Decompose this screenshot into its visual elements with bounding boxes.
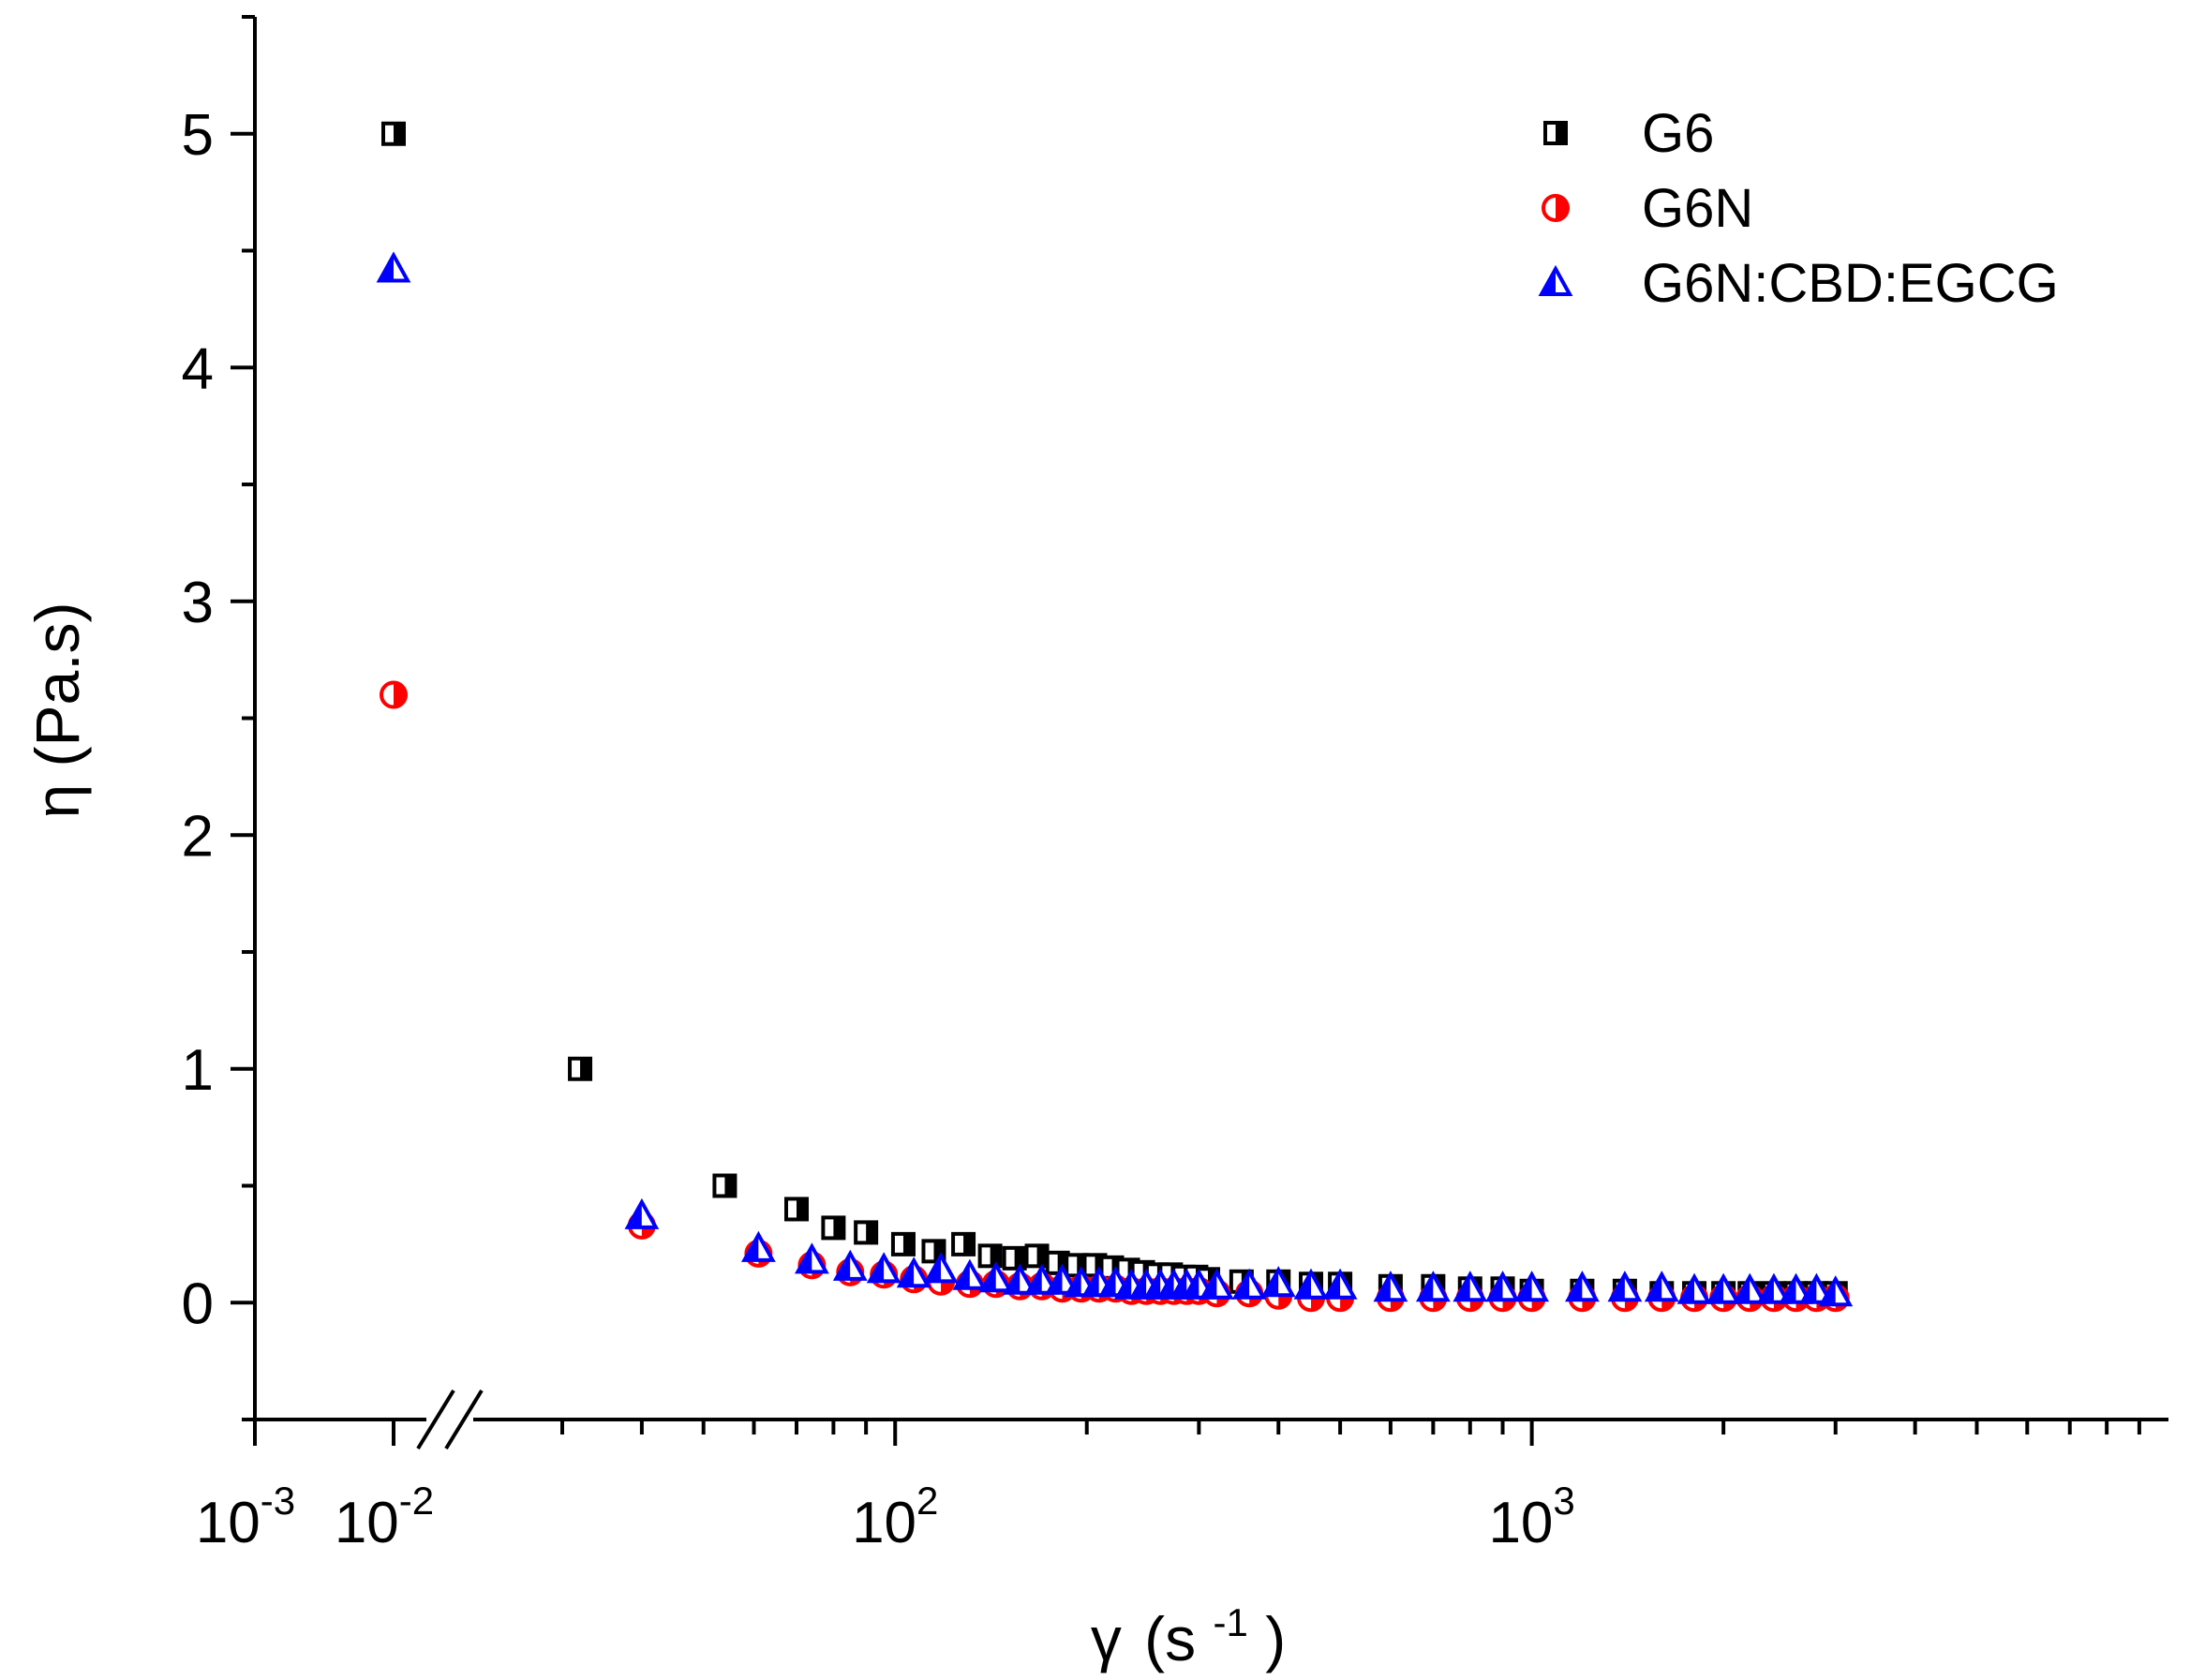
x-axis-symbol: γ xyxy=(1091,1604,1122,1673)
axis-break-mark xyxy=(444,1389,484,1450)
data-point xyxy=(794,1242,829,1274)
data-point xyxy=(380,680,408,709)
data-point xyxy=(712,1173,737,1198)
data-point xyxy=(1644,1271,1679,1302)
y-tick-label: 1 xyxy=(182,1038,214,1103)
data-point xyxy=(1260,1266,1296,1298)
legend-marker xyxy=(1542,194,1570,222)
data-point xyxy=(832,1249,868,1281)
y-axis-title: η (Pa.s) xyxy=(22,602,92,818)
x-axis-ticks: 10-3 10-2 102 103 xyxy=(196,1420,2141,1555)
data-point xyxy=(1415,1271,1451,1302)
data-point xyxy=(1322,1268,1358,1300)
legend-label: G6N:CBD:EGCG xyxy=(1642,253,2059,314)
data-point xyxy=(1293,1268,1329,1300)
axis-break-mark xyxy=(416,1389,455,1450)
data-point xyxy=(1607,1271,1643,1302)
data-point xyxy=(896,1256,931,1288)
data-point xyxy=(854,1220,879,1245)
data-point xyxy=(866,1252,901,1284)
y-tick-label: 4 xyxy=(182,336,214,401)
data-point xyxy=(821,1215,846,1241)
legend-marker xyxy=(1543,121,1568,145)
data-point xyxy=(1706,1272,1741,1304)
x-tick-label: 103 xyxy=(1488,1479,1574,1555)
data-point xyxy=(1231,1268,1267,1300)
data-point xyxy=(1732,1272,1767,1304)
series-g6n xyxy=(380,680,1850,1313)
legend-label: G6N xyxy=(1642,178,1753,239)
data-point xyxy=(977,1243,1003,1269)
x-axis-title: γ (s -1 ) xyxy=(1091,1580,1286,1673)
data-point xyxy=(1373,1271,1408,1302)
data-point xyxy=(952,1258,988,1290)
data-point xyxy=(1818,1275,1854,1307)
axes xyxy=(253,17,2168,1450)
x-axis-unit-close: ) xyxy=(1265,1604,1286,1673)
series-g6 xyxy=(381,121,1848,1306)
data-point xyxy=(1676,1272,1712,1304)
data-point xyxy=(951,1231,976,1256)
data-point xyxy=(624,1197,660,1229)
data-point xyxy=(1485,1271,1520,1302)
x-axis-unit-base: (s xyxy=(1144,1604,1196,1673)
data-point xyxy=(890,1231,916,1256)
x-tick-label: 102 xyxy=(852,1479,938,1555)
data-point xyxy=(1453,1271,1488,1302)
x-tick-label: 10-2 xyxy=(335,1479,434,1555)
data-point xyxy=(740,1230,776,1262)
data-point xyxy=(1181,1268,1216,1300)
y-tick-label: 3 xyxy=(182,571,214,635)
data-point xyxy=(978,1261,1014,1293)
x-tick-label: 10-3 xyxy=(196,1479,295,1555)
data-point xyxy=(1565,1271,1600,1302)
data-point xyxy=(923,1252,959,1284)
legend-label: G6 xyxy=(1642,103,1714,164)
legend-marker xyxy=(1538,264,1573,296)
data-point xyxy=(783,1197,809,1222)
y-axis-ticks: 0 1 2 3 4 5 xyxy=(182,15,255,1421)
y-tick-label: 2 xyxy=(182,804,214,869)
data-point xyxy=(1199,1268,1234,1300)
legend: G6 G6N G6N:CBD:EGCG xyxy=(1538,103,2059,314)
data-point xyxy=(921,1239,946,1264)
data-point xyxy=(1024,1243,1050,1269)
data-point xyxy=(1514,1271,1550,1302)
x-axis-unit-exp: -1 xyxy=(1213,1600,1247,1644)
data-point xyxy=(376,251,411,283)
data-points xyxy=(376,121,1854,1313)
data-point xyxy=(568,1056,593,1081)
data-point xyxy=(381,121,406,146)
y-tick-label: 0 xyxy=(182,1271,214,1336)
series-g6n-cbd-egcg xyxy=(376,251,1854,1307)
data-point xyxy=(1002,1245,1027,1271)
y-tick-label: 5 xyxy=(182,103,214,168)
